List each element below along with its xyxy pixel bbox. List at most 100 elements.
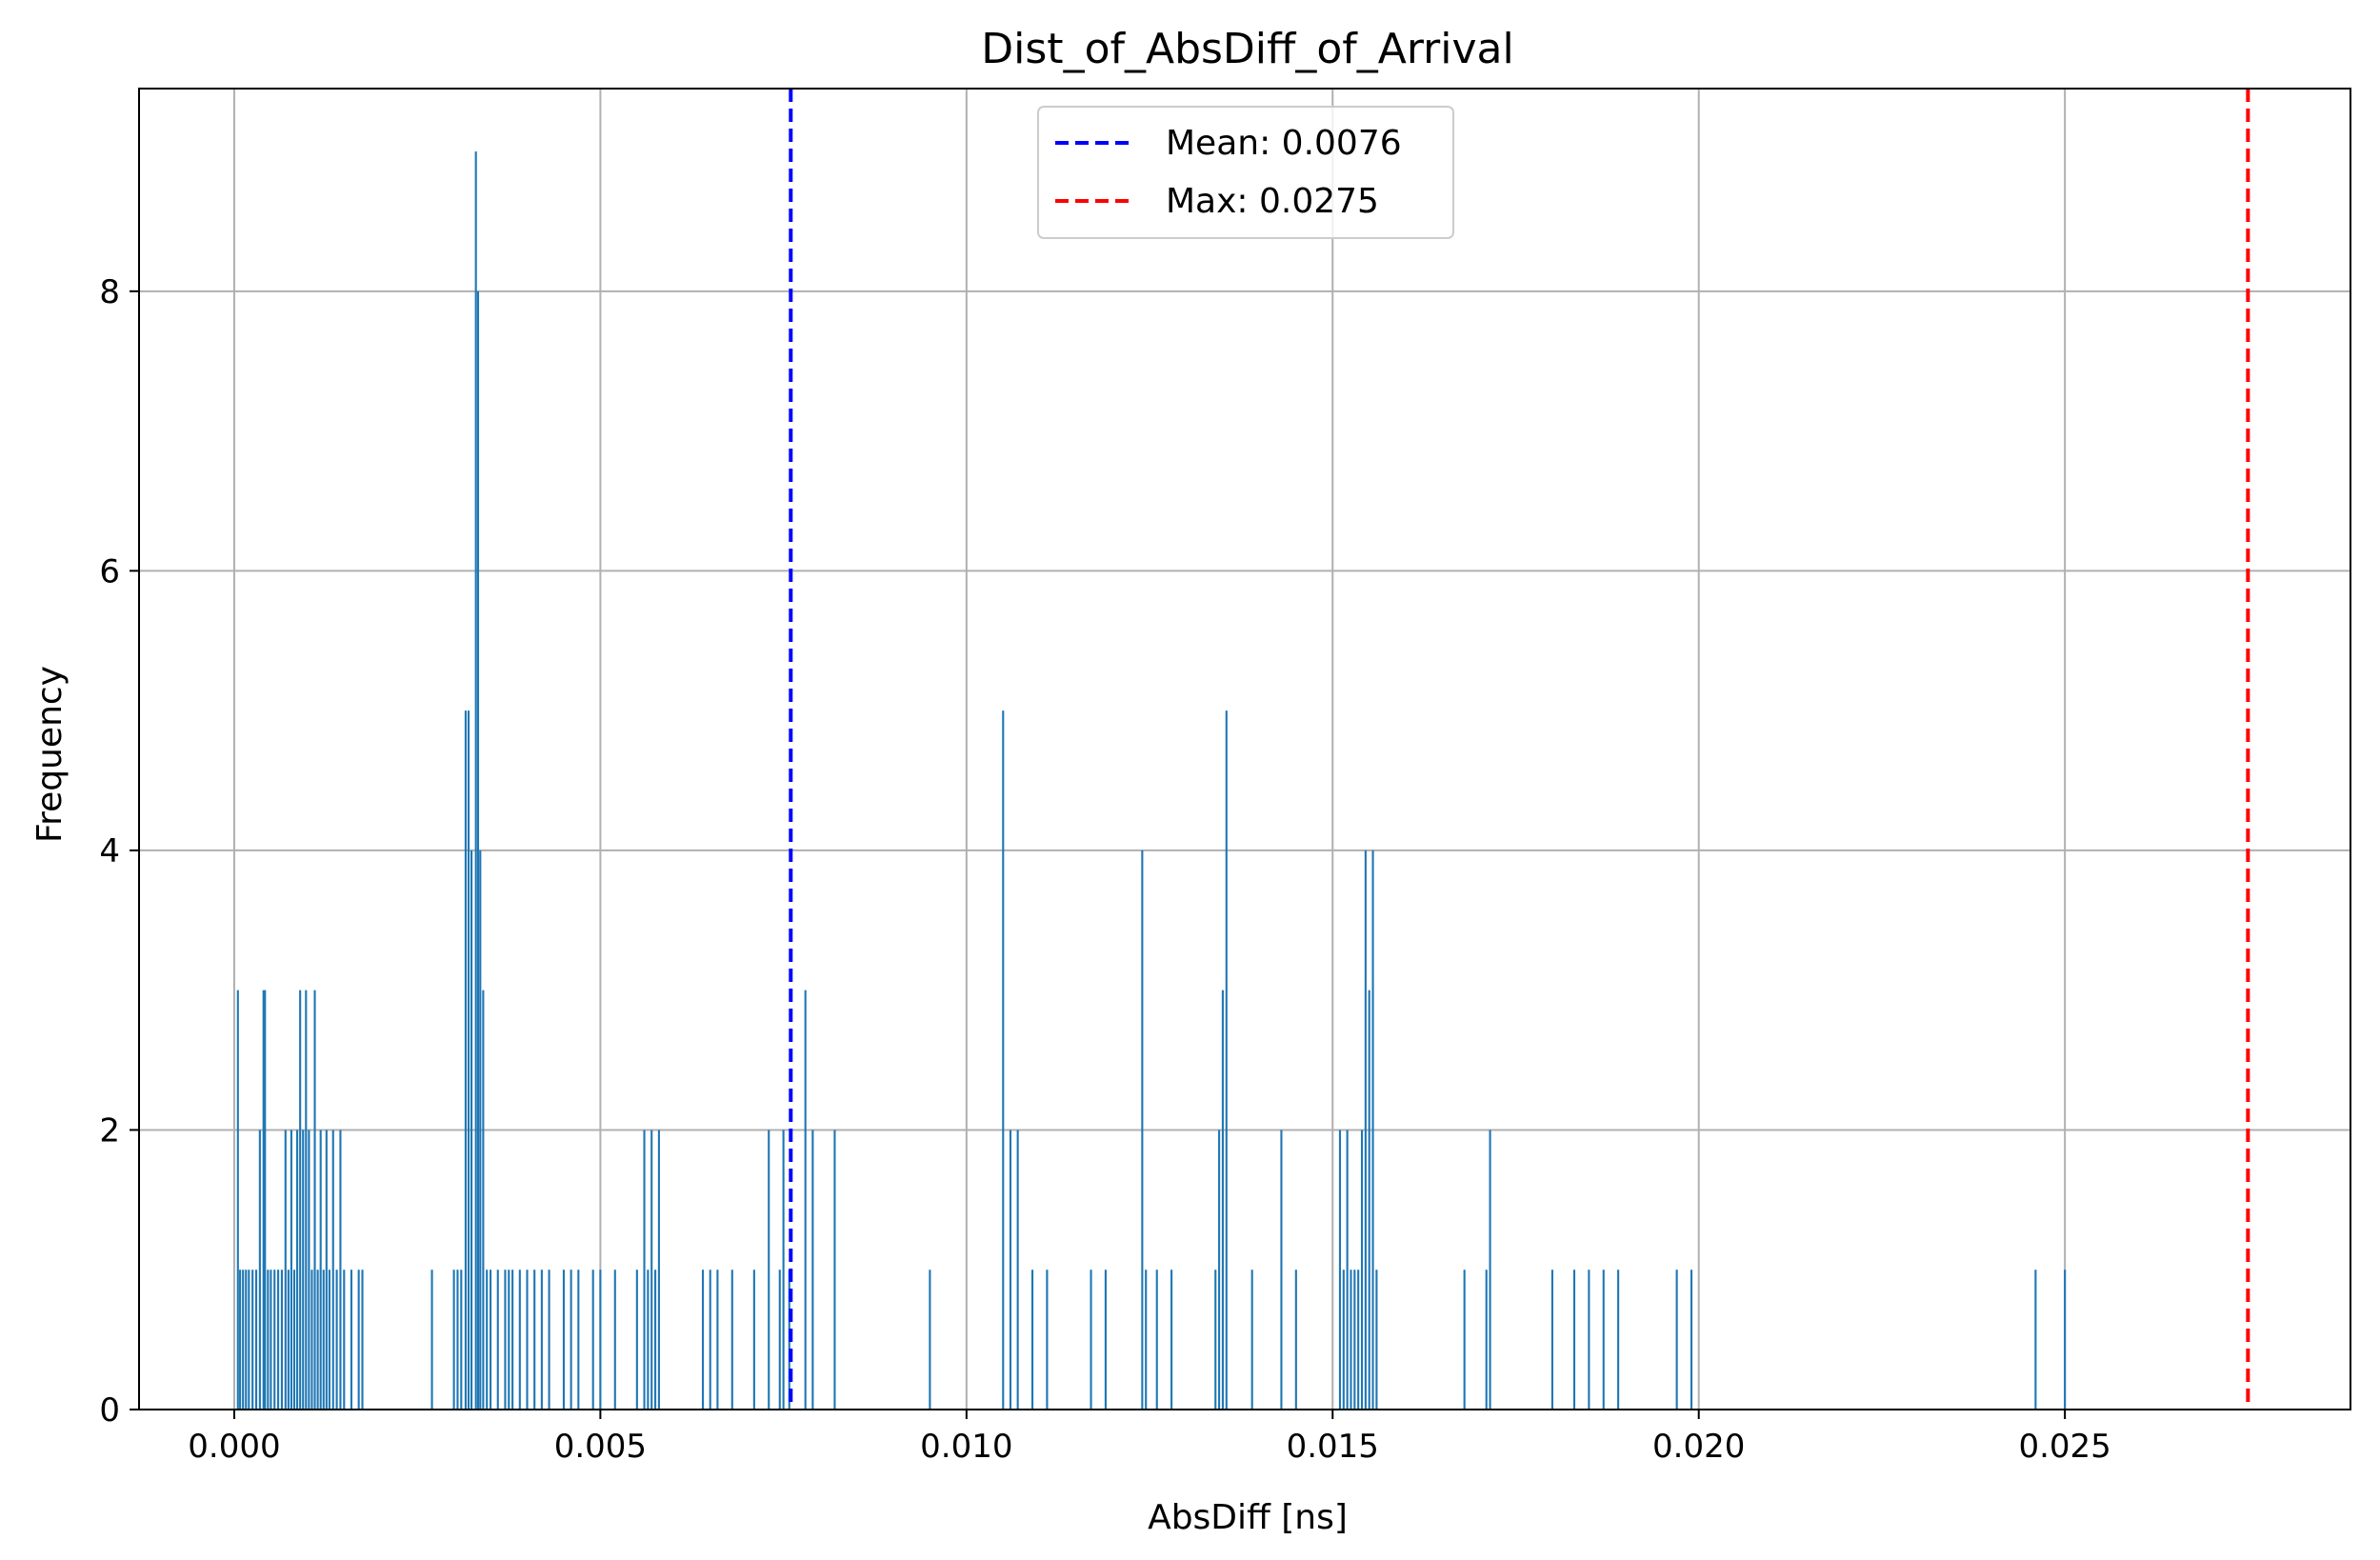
histogram-bar [486, 1270, 489, 1410]
histogram-bar [496, 1270, 499, 1410]
histogram-bar [308, 1130, 310, 1410]
plot-area-frame [138, 88, 2351, 1410]
histogram-bar [804, 990, 807, 1410]
histogram-bar [470, 850, 473, 1410]
histogram-bar [328, 1270, 330, 1410]
histogram-bar [316, 1270, 319, 1410]
histogram-bar [242, 1270, 245, 1410]
histogram-bar [709, 1270, 711, 1410]
histogram-bar [476, 290, 480, 1410]
histogram-bar [1280, 1130, 1283, 1410]
histogram-bar [262, 990, 265, 1410]
histogram-bar [490, 1270, 492, 1410]
histogram-bars [236, 151, 2067, 1410]
histogram-bar [570, 1270, 572, 1410]
histogram-bar [335, 1270, 338, 1410]
x-tick-label: 0.015 [1287, 1428, 1379, 1466]
histogram-bar [258, 1130, 261, 1410]
histogram-bar [782, 1130, 785, 1410]
chart-title: Dist_of_AbsDiff_of_Arrival [981, 25, 1513, 73]
histogram-bar [322, 1270, 325, 1410]
histogram-bar [299, 990, 302, 1410]
histogram-bar [350, 1270, 353, 1410]
histogram-bar [254, 1270, 258, 1410]
histogram-bar [280, 1270, 283, 1410]
histogram-bar [361, 1270, 364, 1410]
y-tick-label: 6 [99, 552, 120, 590]
histogram-bar [540, 1270, 543, 1410]
histogram-bar [1357, 1270, 1360, 1410]
histogram-bar [577, 1270, 580, 1410]
histogram-bar [1145, 1270, 1148, 1410]
histogram-bar [339, 1130, 342, 1410]
histogram-bar [325, 1130, 328, 1410]
y-tick-label: 4 [99, 832, 120, 870]
histogram-bar [460, 1270, 463, 1410]
histogram-bar [273, 1270, 276, 1410]
histogram-bar [313, 990, 316, 1410]
histogram-bar [430, 1270, 433, 1410]
y-axis-label: Frequency [30, 666, 70, 843]
histogram-bar [1046, 1270, 1049, 1410]
histogram-bar [1371, 850, 1374, 1410]
y-tick-label: 2 [99, 1111, 120, 1150]
histogram-bar [643, 1130, 646, 1410]
histogram-bar [267, 1270, 270, 1410]
histogram-bar [1009, 1130, 1012, 1410]
histogram-bar [1342, 1270, 1345, 1410]
histogram-bar [653, 1270, 657, 1410]
histogram-bar [284, 1130, 287, 1410]
histogram-bar [591, 1270, 594, 1410]
histogram-bar [1016, 1130, 1019, 1410]
histogram-bar [833, 1130, 836, 1410]
x-tick-label: 0.000 [188, 1428, 280, 1466]
histogram-bar [302, 1130, 305, 1410]
histogram-bar [1170, 1270, 1173, 1410]
histogram-bar [1375, 1270, 1378, 1410]
histogram-bar [518, 1270, 521, 1410]
histogram-bar [277, 1270, 280, 1410]
histogram-bar [1155, 1270, 1158, 1410]
histogram-bar [508, 1270, 510, 1410]
histogram-bar [319, 1130, 322, 1410]
histogram-bar [2034, 1270, 2037, 1410]
histogram-bar [287, 1270, 290, 1410]
histogram-bar [778, 1270, 781, 1410]
histogram-bar [1550, 1270, 1553, 1410]
histogram-bar [2064, 1270, 2067, 1410]
legend: Mean: 0.0076 Max: 0.0275 [1037, 106, 1454, 239]
histogram-bar [1350, 1270, 1352, 1410]
histogram-bar [562, 1270, 566, 1410]
histogram-bar [1030, 1270, 1034, 1410]
reference-lines [789, 89, 2250, 1410]
histogram-bar [251, 1270, 254, 1410]
histogram-bar [1090, 1270, 1092, 1410]
histogram-bar [1214, 1270, 1217, 1410]
histogram-bar [292, 1270, 296, 1410]
grid-lines [139, 89, 2350, 1410]
histogram-bar [1690, 1270, 1693, 1410]
histogram-bar [1218, 1130, 1221, 1410]
histogram-bar [613, 1270, 616, 1410]
histogram-bar [1221, 990, 1224, 1410]
histogram-bar [239, 1270, 242, 1410]
histogram-bar [245, 1270, 248, 1410]
histogram-bar [752, 1270, 755, 1410]
histogram-bar [290, 1130, 292, 1410]
histogram-bar [1002, 710, 1005, 1410]
histogram-bar [657, 1130, 660, 1410]
histogram-bar [1141, 850, 1144, 1410]
histogram-bar [236, 990, 239, 1410]
histogram-bar [1360, 1130, 1364, 1410]
histogram-bar [1250, 1270, 1253, 1410]
histogram-bar [1364, 850, 1367, 1410]
histogram-bar [647, 1270, 650, 1410]
histogram-bar [482, 990, 485, 1410]
histogram-bar [248, 1270, 250, 1410]
histogram-bar [331, 1130, 334, 1410]
histogram-bar [1602, 1270, 1605, 1410]
histogram-bar [464, 710, 467, 1410]
histogram-bar [533, 1270, 536, 1410]
histogram-bar [929, 1270, 931, 1410]
